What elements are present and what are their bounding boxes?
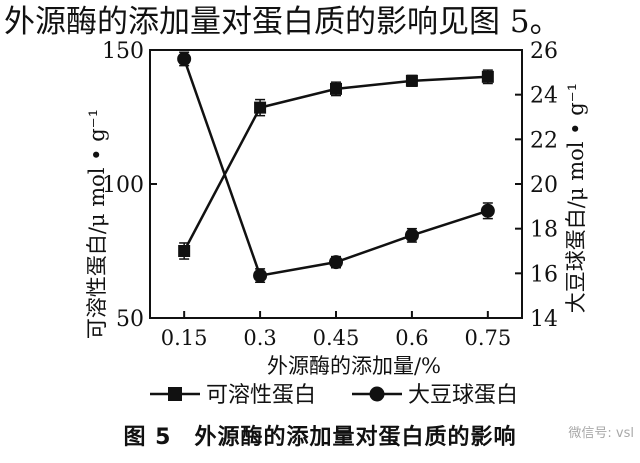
data-point-square bbox=[481, 70, 494, 83]
data-point-circle bbox=[480, 203, 495, 218]
left-axis-tick-label: 100 bbox=[102, 173, 144, 198]
data-point-square bbox=[178, 245, 191, 257]
x-axis-tick-label: 0.75 bbox=[464, 326, 511, 350]
x-axis-title: 外源酶的添加量/% bbox=[267, 354, 441, 378]
right-axis-tick-label: 14 bbox=[530, 307, 558, 332]
legend-label: 大豆球蛋白 bbox=[408, 383, 518, 408]
data-point-square bbox=[330, 82, 342, 95]
data-point-circle bbox=[177, 51, 192, 66]
data-point-circle bbox=[253, 268, 268, 283]
x-axis-tick-label: 0.15 bbox=[161, 326, 208, 350]
data-point-circle bbox=[329, 255, 343, 270]
dual-axis-line-chart: 50 100 150 14 16 18 20 22 24 26 0.15 0.3 0.45 0.6 0.75… bbox=[85, 39, 588, 408]
right-axis-tick-label: 22 bbox=[530, 128, 558, 153]
left-axis-tick-label: 150 bbox=[102, 39, 144, 64]
left-axis-tick-label: 50 bbox=[116, 307, 144, 332]
right-axis-title: 大豆球蛋白/μ mol • g⁻¹ bbox=[564, 83, 588, 313]
right-axis-tick-label: 18 bbox=[530, 218, 558, 243]
data-point-square bbox=[254, 101, 267, 114]
right-axis-tick-label: 24 bbox=[530, 84, 558, 109]
right-axis-tick-label: 20 bbox=[530, 173, 558, 198]
legend-marker-square bbox=[168, 387, 182, 401]
data-point-circle bbox=[404, 228, 419, 243]
figure-caption: 图 5 外源酶的添加量对蛋白质的影响 bbox=[123, 425, 517, 450]
data-point-square bbox=[405, 74, 418, 87]
legend-marker-circle bbox=[369, 386, 385, 402]
intro-sentence: 外源酶的添加量对蛋白质的影响见图 5。 bbox=[4, 4, 561, 40]
right-axis-tick-label: 26 bbox=[530, 39, 558, 64]
x-axis-tick-label: 0.45 bbox=[313, 326, 360, 350]
legend-label: 可溶性蛋白 bbox=[206, 383, 316, 408]
watermark-text: 微信号: vsl bbox=[568, 426, 634, 441]
left-axis-title: 可溶性蛋白/μ mol • g⁻¹ bbox=[85, 109, 109, 339]
x-axis-tick-label: 0.3 bbox=[243, 326, 276, 350]
x-axis-tick-label: 0.6 bbox=[395, 326, 428, 350]
right-axis-tick-label: 16 bbox=[530, 262, 558, 287]
